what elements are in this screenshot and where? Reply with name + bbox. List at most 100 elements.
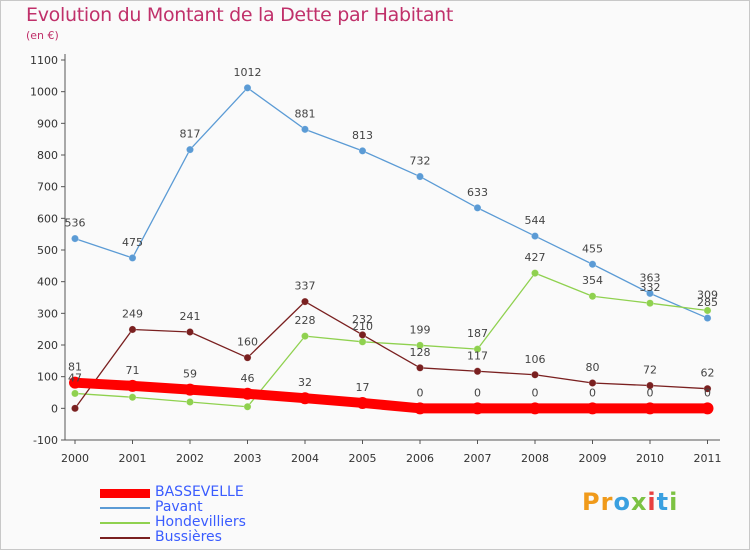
data-point-pavant [646,289,654,298]
y-tick-label: 500 [37,244,58,257]
data-point-bussi-res [531,370,539,379]
y-tick-label: 0 [51,402,58,415]
data-label-pavant: 363 [640,271,661,284]
logo-letter: i [669,488,679,516]
data-label-bussi-res: 128 [410,346,431,359]
legend-label: Bussières [155,529,222,545]
series-line-bussi-res [74,300,709,409]
data-point-bussi-res [473,367,482,376]
data-point-bussi-res [416,363,424,372]
data-point-pavant [531,232,539,240]
data-label-hondevilliers: 354 [582,274,603,287]
data-label-bassevelle: 32 [298,376,312,389]
data-label-bassevelle: 0 [589,386,596,399]
data-point-bassevelle [414,402,426,415]
logo-letter: x [630,488,648,516]
data-label-bussi-res: 62 [701,367,715,380]
y-tick-label: 200 [37,339,58,352]
data-label-bussi-res: 72 [643,364,657,377]
data-point-bassevelle [69,376,81,389]
data-point-bussi-res [301,297,309,306]
data-label-bassevelle: 0 [647,386,654,399]
data-label-hondevilliers: 427 [525,251,546,264]
data-point-hondevilliers [71,389,79,398]
x-tick-label: 2005 [349,452,377,465]
data-label-pavant: 285 [697,296,718,309]
data-point-hondevilliers [186,398,194,406]
data-point-pavant [416,172,424,181]
legend-label: BASSEVELLE [155,484,244,500]
data-point-bussi-res [588,379,597,387]
legend-swatch [100,522,150,524]
data-point-bussi-res [703,384,712,393]
x-tick-label: 2004 [291,452,319,465]
series-line-bassevelle [70,377,713,414]
data-point-bassevelle [126,379,139,392]
data-point-hondevilliers [473,345,482,354]
data-label-bassevelle: 17 [356,381,370,394]
chart-subtitle: (en €) [26,29,59,42]
data-point-hondevilliers [358,337,367,346]
y-tick-label: 800 [37,149,58,162]
data-label-hondevilliers: 47 [68,371,82,384]
data-point-bassevelle [701,402,714,415]
logo-letter: P [582,488,601,516]
data-point-bassevelle [241,387,254,400]
series-line-hondevilliers [74,272,709,408]
data-label-pavant: 817 [180,128,201,141]
data-label-bassevelle: 0 [532,386,539,399]
x-tick-label: 2003 [234,452,262,465]
data-label-pavant: 633 [467,186,488,199]
data-label-bussi-res: 80 [586,361,600,374]
data-label-bassevelle: 0 [704,386,711,399]
x-tick-label: 2006 [406,452,434,465]
data-point-bassevelle [529,402,541,415]
proxiti-logo: Proxiti [582,488,678,516]
data-label-pavant: 475 [122,236,143,249]
data-point-pavant [71,234,79,243]
data-label-bassevelle: 0 [474,386,481,399]
data-point-pavant [128,254,137,262]
y-tick-label: 900 [37,117,58,130]
data-point-bassevelle [356,396,369,409]
data-label-bussi-res: 249 [122,307,143,320]
data-label-pavant: 536 [65,217,86,230]
legend-swatch [100,507,150,509]
data-label-pavant: 881 [295,107,316,120]
data-point-pavant [588,260,597,269]
x-tick-label: 2011 [694,452,722,465]
data-point-pavant [703,314,712,322]
data-point-bassevelle [471,402,484,415]
legend-swatch [100,537,150,539]
chart-title: Evolution du Montant de la Dette par Hab… [26,4,454,26]
logo-letter: r [600,488,614,516]
x-tick-label: 2009 [579,452,607,465]
data-point-bussi-res [71,404,79,413]
data-label-bassevelle: 71 [126,364,140,377]
x-tick-label: 2000 [61,452,89,465]
data-point-hondevilliers [646,299,654,308]
series-line-pavant [74,87,709,319]
data-label-pavant: 544 [525,214,546,227]
data-label-bussi-res: 160 [237,336,258,349]
y-tick-label: -100 [33,434,58,447]
data-label-bassevelle: 46 [241,372,255,385]
data-label-hondevilliers: 228 [295,314,316,327]
data-label-pavant: 455 [582,242,603,255]
y-tick-label: 700 [37,181,58,194]
data-point-hondevilliers [588,292,597,301]
y-tick-label: 400 [37,276,58,289]
data-point-bassevelle [586,402,599,415]
data-point-hondevilliers [416,341,424,350]
data-label-pavant: 732 [410,155,431,168]
y-tick-label: 300 [37,307,58,320]
data-point-pavant [301,125,309,134]
data-point-hondevilliers [243,402,252,411]
data-label-hondevilliers: 199 [410,323,431,336]
data-point-bussi-res [186,328,194,336]
data-point-hondevilliers [301,332,309,341]
data-point-pavant [358,146,367,155]
data-point-pavant [243,83,252,92]
data-point-hondevilliers [128,393,137,402]
